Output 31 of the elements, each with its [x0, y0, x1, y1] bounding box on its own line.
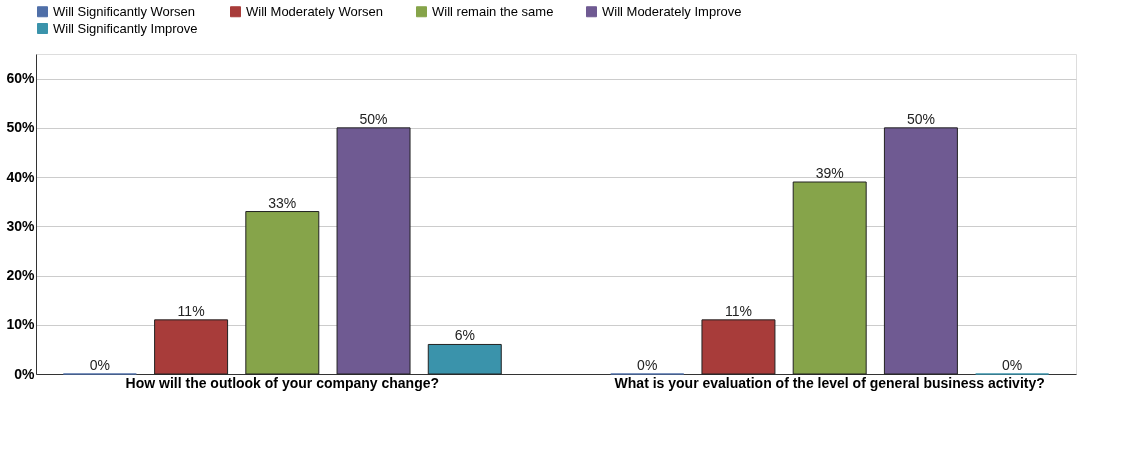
legend-label: Will Significantly Improve [53, 20, 198, 36]
bar [427, 343, 502, 375]
text: 50% [359, 110, 388, 127]
bar [792, 181, 867, 375]
legend-label: Will Significantly Worsen [53, 3, 196, 19]
y-tick-label: 60% [6, 70, 36, 87]
y-tick-label: 20% [6, 267, 36, 284]
text: 6% [454, 327, 475, 344]
legend-label: Will remain the same [432, 3, 554, 19]
y-tick-label: 50% [6, 119, 36, 136]
y-tick-label: 30% [6, 217, 36, 234]
y-tick-label: 10% [6, 316, 36, 333]
x-tick-label: How will the outlook of your company change? [125, 374, 440, 391]
bar [336, 127, 411, 375]
text: 39% [815, 165, 844, 181]
bar [154, 319, 229, 375]
bar [883, 127, 958, 375]
bar [701, 319, 776, 375]
legend-label: Will Moderately Worsen [246, 3, 384, 19]
text: 11% [724, 302, 752, 319]
y-tick-label: 40% [6, 168, 36, 185]
legend-label: Will Moderately Improve [602, 3, 742, 19]
text: 50% [906, 110, 935, 127]
text: 11% [177, 302, 205, 319]
text: 33% [268, 194, 297, 211]
x-tick-label: What is your evaluation of the level of general business activity? [614, 374, 1045, 391]
y-tick-label: 0% [14, 365, 36, 382]
text: 0% [637, 357, 658, 373]
bar [245, 211, 320, 375]
text: 0% [1002, 357, 1023, 373]
text: 0% [89, 357, 110, 373]
